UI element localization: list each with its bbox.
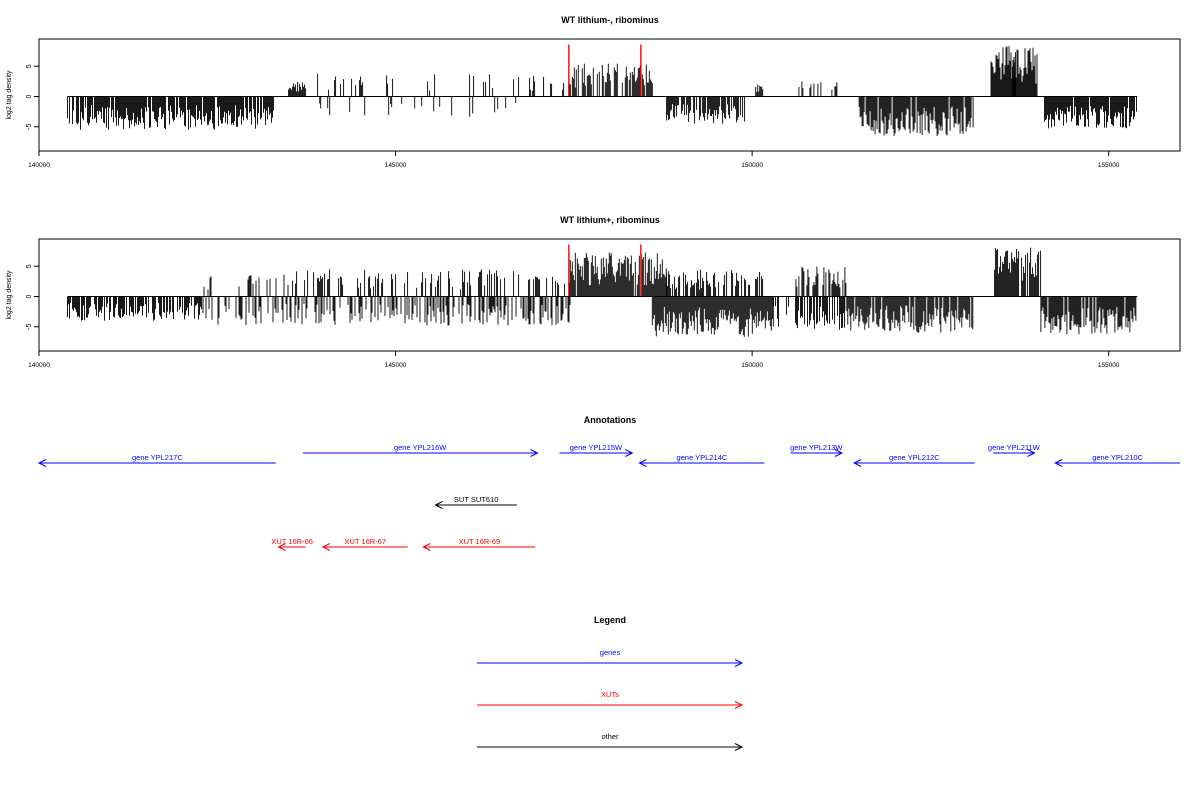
panel-title: WT lithium+, ribominus: [560, 215, 660, 225]
gene-label: gene YPL211W: [988, 443, 1041, 452]
legend-label: genes: [600, 648, 621, 657]
xut-label: XUT 16R-69: [459, 537, 501, 546]
xut-label: XUT 16R-66: [271, 537, 313, 546]
legend-title: Legend: [594, 615, 626, 625]
x-tick-label: 150000: [741, 362, 763, 369]
legend-items: genes XUTs other: [477, 648, 744, 751]
y-axis: -5 0 5: [26, 264, 40, 330]
x-axis: 140000 145000 150000 155000: [28, 350, 1120, 369]
x-tick-label: 155000: [1098, 362, 1120, 369]
y-axis: -5 0 5: [26, 64, 40, 130]
x-tick-label: 140000: [28, 362, 50, 369]
panel-lithium-plus: WT lithium+, ribominus 140000 145000 15000…: [6, 215, 1181, 369]
highlight-lines: [568, 44, 642, 97]
gene-arrow: [638, 459, 765, 467]
other-feature-arrow: [434, 501, 517, 509]
gene-label: gene YPL214C: [676, 453, 727, 462]
x-axis: 140000 145000 150000 155000: [28, 150, 1120, 169]
y-tick-label: 5: [26, 264, 33, 268]
panel-title: WT lithium-, ribominus: [561, 15, 659, 25]
coverage-bars: [67, 46, 1137, 136]
legend-arrow: [477, 743, 744, 751]
y-tick-label: 0: [26, 94, 33, 98]
panel-lithium-minus: WT lithium-, ribominus 140000 145000 15000…: [6, 15, 1181, 169]
x-tick-label: 145000: [385, 362, 407, 369]
xut-arrow: [277, 543, 306, 551]
legend-arrow: [477, 659, 744, 667]
other-feature-label: SUT SUT610: [454, 495, 498, 504]
y-tick-label: 0: [26, 294, 33, 298]
gene-arrow: [559, 449, 634, 457]
gene-arrow: [1054, 459, 1180, 467]
gene-label: gene YPL217C: [132, 453, 183, 462]
xut-arrow: [422, 543, 536, 551]
annotations-title: Annotations: [584, 415, 637, 425]
gene-arrow: [790, 449, 844, 457]
gene-label: gene YPL212C: [889, 453, 940, 462]
x-tick-label: 155000: [1098, 162, 1120, 169]
y-tick-label: -5: [26, 124, 33, 130]
legend-label: XUTs: [601, 690, 619, 699]
gene-label: gene YPL210C: [1092, 453, 1143, 462]
xut-label: XUT 16R-67: [344, 537, 386, 546]
legend: Legend genes XUTs other: [477, 615, 744, 751]
y-axis-label: log2 tag density: [6, 270, 13, 320]
gene-label: gene YPL216W: [394, 443, 447, 452]
y-tick-label: 5: [26, 64, 33, 68]
y-axis-label: log2 tag density: [6, 70, 13, 120]
gene-label: gene YPL215W: [570, 443, 623, 452]
coverage-bars: [67, 247, 1137, 337]
highlight-lines: [568, 244, 642, 297]
legend-arrow: [477, 701, 744, 709]
x-tick-label: 140000: [28, 162, 50, 169]
gene-arrow: [37, 459, 276, 467]
gene-arrow: [302, 449, 539, 457]
xut-arrow: [321, 543, 408, 551]
legend-label: other: [601, 732, 619, 741]
x-tick-label: 145000: [385, 162, 407, 169]
gene-arrow: [993, 449, 1036, 457]
gene-label: gene YPL213W: [790, 443, 843, 452]
y-tick-label: -5: [26, 324, 33, 330]
x-tick-label: 150000: [741, 162, 763, 169]
gene-arrow: [852, 459, 975, 467]
annotation-features: gene YPL217C gene YPL216W gene YPL215W gene…: [37, 443, 1180, 551]
